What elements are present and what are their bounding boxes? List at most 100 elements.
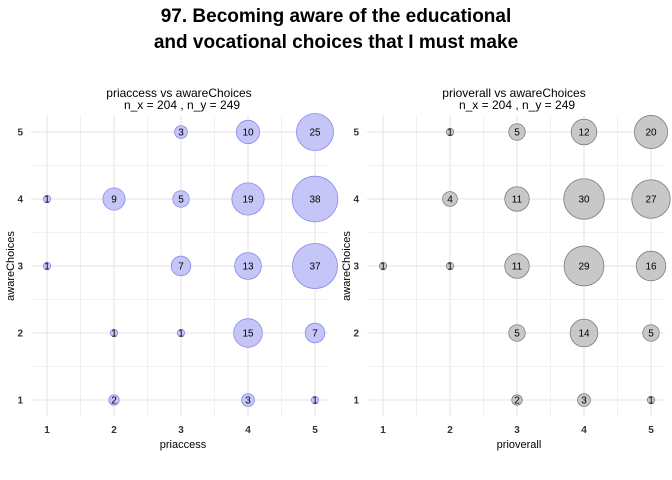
panel-subtitle: n_x = 204 , n_y = 249: [459, 98, 575, 112]
bubble: [291, 175, 339, 223]
bubble: [634, 115, 668, 149]
bubble: [635, 250, 667, 282]
y-tick-label: 4: [353, 195, 359, 206]
y-tick-label: 1: [17, 396, 23, 407]
bubble-count-label: 1: [380, 262, 386, 273]
bubble-count-label: 15: [242, 329, 254, 340]
y-tick-label: 2: [353, 329, 359, 340]
bubble-count-label: 7: [312, 329, 318, 340]
y-tick-label: 2: [17, 329, 23, 340]
bubble: [241, 393, 255, 407]
y-tick-label: 5: [353, 128, 359, 139]
bubble-count-label: 20: [645, 128, 657, 139]
bubble: [445, 127, 455, 137]
bubble: [172, 190, 190, 208]
bubble-count-label: 12: [578, 128, 590, 139]
bubble: [508, 123, 526, 141]
x-tick-label: 3: [178, 425, 184, 436]
bubble-count-label: 3: [178, 128, 184, 139]
chart-panel-2: 1 5 12 204 11 30 271 1 11 29 165 14 52 3 11 2 3 4 512345pr…: [341, 86, 671, 451]
bubble-count-label: 9: [111, 195, 117, 206]
bubble: [304, 322, 326, 344]
bubble-count-label: 19: [242, 195, 254, 206]
bubble-count-label: 1: [447, 128, 453, 139]
x-tick-label: 4: [581, 425, 587, 436]
bubble-count-label: 1: [447, 262, 453, 273]
bubble: [296, 113, 334, 151]
x-axis-title: priaccess: [160, 439, 207, 451]
bubble-count-label: 5: [178, 195, 184, 206]
x-tick-label: 4: [245, 425, 251, 436]
bubble-count-label: 37: [309, 262, 321, 273]
bubble-count-label: 27: [645, 195, 657, 206]
bubble-count-label: 14: [578, 329, 590, 340]
bubble: [102, 187, 126, 211]
bubble-count-label: 30: [578, 195, 590, 206]
bubble: [508, 324, 526, 342]
bubble: [442, 191, 458, 207]
bubble-count-label: 2: [111, 396, 117, 407]
x-tick-label: 2: [111, 425, 117, 436]
panel-title: prioverall vs awareChoices: [442, 86, 585, 100]
bubble-count-label: 10: [242, 128, 254, 139]
bubble: [233, 318, 263, 348]
bubble: [631, 179, 671, 219]
bubble: [577, 393, 591, 407]
panel-subtitle: n_x = 204 , n_y = 249: [124, 98, 240, 112]
bubble: [292, 243, 338, 289]
bubble-count-label: 5: [514, 128, 520, 139]
x-axis-title: prioverall: [497, 439, 542, 451]
bubble: [170, 255, 192, 277]
main-title-line-1: 97. Becoming aware of the educational: [160, 6, 512, 27]
bubble-count-label: 16: [645, 262, 657, 273]
y-tick-label: 3: [17, 262, 23, 273]
bubble: [176, 328, 186, 338]
bubble: [42, 261, 52, 271]
bubble-count-label: 5: [514, 329, 520, 340]
bubble-count-label: 7: [178, 262, 184, 273]
bubble-count-label: 11: [512, 262, 523, 273]
y-tick-label: 4: [17, 195, 23, 206]
bubble: [563, 245, 605, 287]
y-tick-label: 1: [353, 396, 359, 407]
bubble: [646, 395, 656, 405]
bubble-count-label: 1: [312, 396, 318, 407]
x-tick-label: 1: [380, 425, 386, 436]
x-tick-label: 1: [44, 425, 50, 436]
y-axis-title: awareChoices: [341, 231, 353, 301]
y-axis-title: awareChoices: [5, 231, 17, 301]
bubble: [174, 125, 188, 139]
main-title-line-2: and vocational choices that I must make: [153, 32, 519, 53]
bubble-count-label: 1: [178, 329, 184, 340]
x-tick-label: 5: [312, 425, 318, 436]
bubble: [563, 178, 605, 220]
bubble: [108, 394, 120, 406]
bubble: [569, 318, 599, 348]
bubble: [231, 182, 265, 216]
bubble: [445, 261, 455, 271]
bubble-count-label: 1: [648, 396, 654, 407]
y-tick-label: 5: [17, 128, 23, 139]
x-tick-label: 2: [447, 425, 453, 436]
bubble-count-label: 5: [648, 329, 654, 340]
bubble: [504, 253, 530, 279]
bubble: [234, 252, 262, 280]
bubble-count-label: 29: [578, 262, 590, 273]
bubble-count-label: 4: [447, 195, 453, 206]
x-tick-label: 3: [514, 425, 520, 436]
bubble: [235, 119, 261, 145]
bubble-count-label: 1: [111, 329, 117, 340]
bubble: [109, 328, 119, 338]
bubble: [504, 186, 530, 212]
chart-panel-1: 3 10 251 9 5 19 381 7 13 371 1 15 72 3 11 2 3 4 512345pria…: [5, 86, 339, 451]
bubble-count-label: 3: [245, 396, 251, 407]
x-tick-label: 5: [648, 425, 654, 436]
main-title: 97. Becoming aware of the educational an…: [0, 4, 672, 56]
bubble-count-label: 13: [242, 262, 254, 273]
bubble-count-label: 3: [581, 396, 587, 407]
bubble: [511, 394, 523, 406]
bubble: [642, 324, 660, 342]
bubble-count-label: 25: [309, 128, 321, 139]
bubble-count-label: 2: [514, 396, 520, 407]
bubble-count-label: 38: [309, 195, 321, 206]
